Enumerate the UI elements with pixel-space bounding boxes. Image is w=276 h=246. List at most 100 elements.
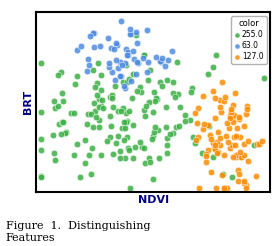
63.0 [120,63,124,67]
255.0 [150,177,155,181]
63.0 [158,60,163,64]
63.0 [158,59,162,62]
127.0 [217,143,222,147]
255.0 [131,123,135,126]
255.0 [150,138,155,141]
63.0 [107,61,111,65]
63.0 [85,69,89,73]
127.0 [237,117,241,121]
127.0 [232,113,237,117]
255.0 [72,153,76,157]
127.0 [196,106,200,110]
255.0 [83,138,87,142]
255.0 [147,156,152,160]
63.0 [117,60,122,64]
255.0 [63,131,67,135]
63.0 [166,58,170,62]
127.0 [233,143,237,147]
63.0 [92,45,97,48]
63.0 [113,78,117,82]
255.0 [97,97,101,101]
255.0 [114,141,118,145]
Text: Figure  1.  Distinguishing
Features: Figure 1. Distinguishing Features [6,221,150,243]
63.0 [129,32,133,36]
127.0 [219,110,223,114]
127.0 [229,143,234,147]
255.0 [96,118,101,122]
127.0 [213,147,217,151]
63.0 [134,72,138,76]
127.0 [197,186,201,190]
255.0 [56,73,60,77]
255.0 [121,106,126,110]
255.0 [83,161,87,165]
63.0 [110,70,114,74]
63.0 [125,53,130,57]
255.0 [121,138,126,142]
255.0 [78,175,82,179]
255.0 [51,133,55,137]
255.0 [109,123,113,127]
255.0 [158,80,162,84]
255.0 [167,132,172,136]
127.0 [234,134,238,138]
255.0 [93,85,97,89]
255.0 [128,186,132,190]
255.0 [105,139,109,143]
255.0 [107,114,112,118]
255.0 [71,111,76,115]
255.0 [127,77,131,80]
63.0 [170,49,175,53]
127.0 [222,99,226,103]
127.0 [201,127,205,131]
127.0 [213,116,217,120]
63.0 [123,61,127,65]
255.0 [38,110,43,114]
255.0 [53,158,57,162]
127.0 [244,112,248,116]
255.0 [75,74,79,77]
63.0 [91,31,95,35]
255.0 [178,105,183,109]
127.0 [211,141,215,145]
127.0 [218,137,223,140]
255.0 [121,80,125,84]
255.0 [230,175,234,179]
X-axis label: NDVI: NDVI [138,195,169,205]
127.0 [214,186,218,190]
255.0 [214,53,218,57]
127.0 [246,139,250,143]
127.0 [242,142,246,146]
255.0 [116,109,121,113]
127.0 [226,140,231,144]
255.0 [160,84,164,88]
127.0 [223,95,227,99]
255.0 [60,120,64,124]
63.0 [86,57,90,61]
63.0 [112,47,116,51]
127.0 [238,150,243,154]
63.0 [126,50,131,54]
255.0 [150,110,155,114]
127.0 [224,134,228,138]
255.0 [251,143,256,147]
255.0 [190,86,195,90]
255.0 [94,115,98,119]
255.0 [262,76,266,80]
255.0 [56,104,61,108]
255.0 [75,142,79,146]
127.0 [228,146,233,150]
127.0 [242,153,246,157]
255.0 [131,72,136,76]
255.0 [127,148,131,152]
63.0 [106,36,111,40]
63.0 [129,78,133,82]
255.0 [69,111,73,115]
255.0 [108,135,112,139]
127.0 [226,126,231,130]
255.0 [135,89,139,92]
255.0 [108,95,112,99]
127.0 [217,105,222,108]
255.0 [119,109,124,113]
255.0 [38,138,43,141]
